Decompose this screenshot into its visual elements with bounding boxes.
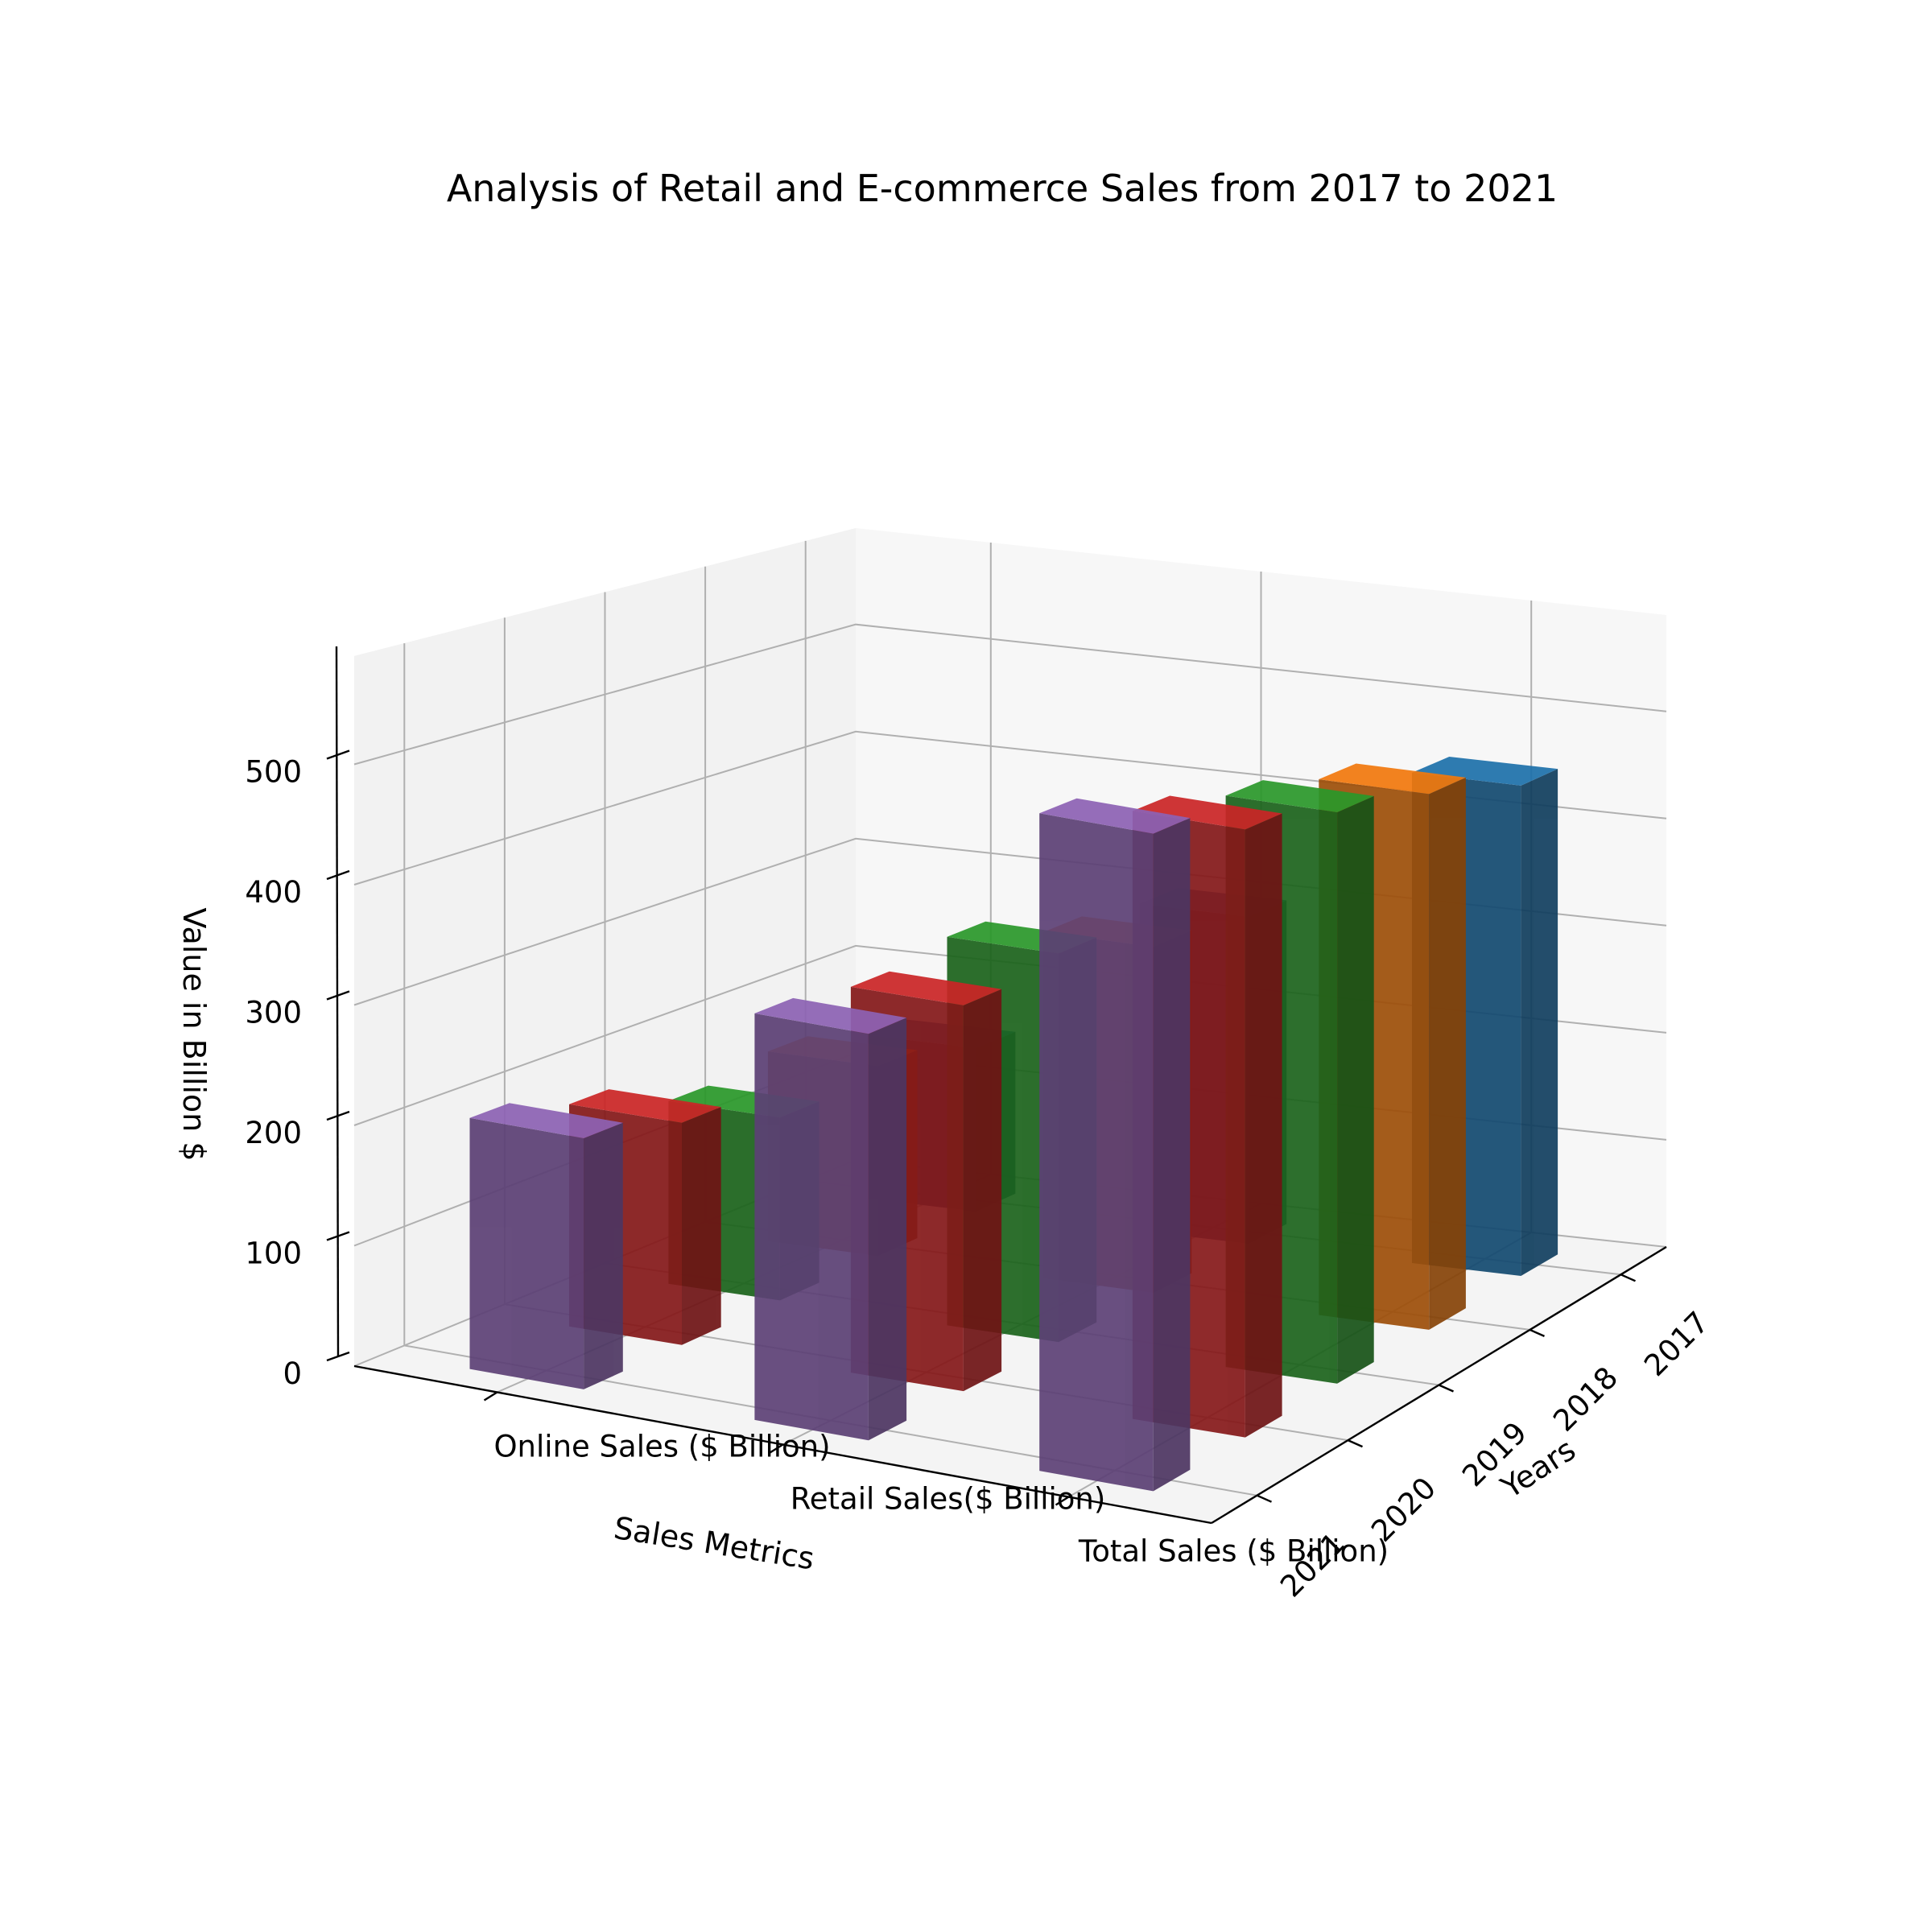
z-tick — [326, 990, 350, 1001]
z-tick-label: 100 — [245, 1236, 302, 1271]
bar-front-face — [1039, 813, 1154, 1492]
bar-top-face — [1412, 757, 1558, 786]
y-tick — [1348, 1439, 1363, 1448]
x-axis-label: Sales Metrics — [612, 1510, 817, 1577]
y-tick — [1530, 1328, 1545, 1337]
x-tick — [769, 1443, 784, 1454]
z-tick — [326, 749, 350, 760]
bar-side-face — [868, 1018, 907, 1441]
bar-top-face — [1132, 795, 1282, 830]
bar-top-face — [569, 1089, 721, 1123]
bar-top-face — [754, 997, 907, 1034]
bar-front-face — [469, 1117, 584, 1389]
bar-top-face — [1225, 780, 1374, 812]
bar-side-face — [682, 1107, 721, 1345]
chart-bars — [469, 757, 1558, 1492]
z-tick-label: 200 — [245, 1116, 302, 1150]
y-tick — [1439, 1384, 1454, 1393]
y-tick-label: 2018 — [1546, 1360, 1624, 1439]
z-tick — [326, 1351, 350, 1362]
z-tick-label: 500 — [245, 755, 302, 790]
bar-front-face — [754, 1013, 869, 1441]
y-tick-label: 2017 — [1637, 1305, 1715, 1383]
z-tick — [326, 1110, 350, 1121]
bar-side-face — [584, 1122, 623, 1389]
bar-side-face — [1245, 813, 1282, 1438]
bar-side-face — [1521, 769, 1558, 1276]
x-tick-label: Total Sales ($ Billion) — [1078, 1534, 1389, 1569]
bar-2021-1 — [754, 997, 907, 1441]
z-tick — [326, 1231, 350, 1241]
z-tick-label: 400 — [245, 875, 302, 910]
x-tick — [1055, 1496, 1070, 1506]
bar-side-face — [1153, 818, 1191, 1492]
x-tick — [483, 1391, 498, 1402]
x-tick-label: Online Sales ($ Billion) — [493, 1430, 830, 1464]
bar-2021-0 — [469, 1103, 623, 1389]
chart-axes — [326, 646, 1667, 1525]
bar-2021-2 — [1039, 798, 1191, 1492]
z-axis-line — [335, 646, 340, 1357]
bar-top-face — [1039, 798, 1191, 834]
chart-title: Analysis of Retail and E-commerce Sales … — [447, 167, 1558, 210]
bar-side-face — [1337, 795, 1374, 1384]
y-tick — [1257, 1494, 1272, 1503]
y-tick — [1620, 1274, 1636, 1282]
y-tick-label: 2020 — [1364, 1471, 1443, 1549]
z-tick-label: 0 — [283, 1356, 302, 1391]
bar-top-face — [850, 971, 1002, 1005]
z-axis-label: Value in Billion $ — [176, 907, 212, 1161]
bar-side-face — [963, 989, 1002, 1392]
bar-side-face — [1429, 777, 1466, 1330]
bar-top-face — [469, 1103, 623, 1138]
z-tick-label: 300 — [245, 996, 302, 1030]
bar-top-face — [1319, 763, 1466, 795]
z-tick — [326, 869, 350, 881]
z-gridline — [353, 623, 1667, 766]
x-tick-label: Retail Sales($ Billion) — [791, 1482, 1106, 1517]
y-gridline — [403, 643, 1257, 1496]
